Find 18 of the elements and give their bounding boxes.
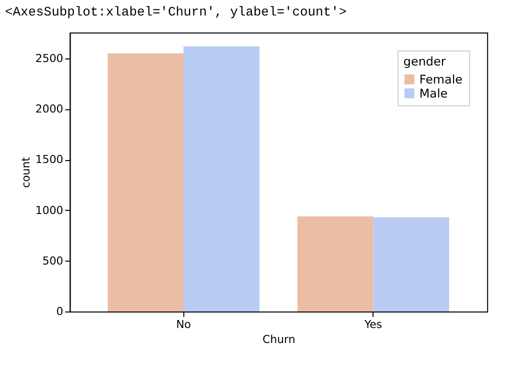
y-axis-title: count [19,156,32,188]
bar [297,216,374,312]
bar [108,53,184,312]
y-tick-label: 2000 [35,102,64,116]
text: <AxesSubplot:xlabel='Churn', ylabel='count'> [4,4,347,20]
bar [373,217,450,312]
x-tick-label: Yes [363,318,382,331]
legend-label: Female [419,72,463,86]
legend-title: gender [403,54,446,68]
x-tick-label: No [176,318,192,331]
y-tick-label: 2500 [35,52,64,65]
x-axis-title: Churn [262,332,296,346]
y-tick-label: 0 [56,304,64,318]
y-tick-label: 1500 [35,153,64,166]
y-tick-label: 500 [42,254,64,268]
y-tick-label: 1000 [35,204,64,217]
bar [184,46,260,312]
legend-label: Male [419,86,448,100]
